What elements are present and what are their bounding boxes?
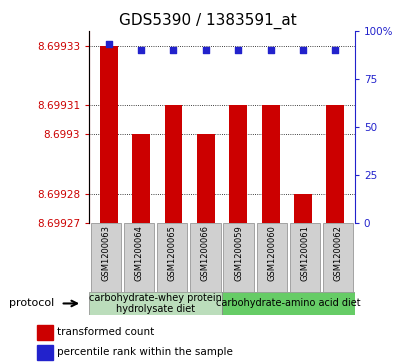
Point [170, 47, 177, 53]
Text: GSM1200065: GSM1200065 [168, 225, 177, 281]
FancyBboxPatch shape [124, 223, 154, 292]
Text: carbohydrate-amino acid diet: carbohydrate-amino acid diet [216, 298, 361, 309]
Text: GDS5390 / 1383591_at: GDS5390 / 1383591_at [119, 13, 296, 29]
FancyBboxPatch shape [222, 292, 355, 315]
Bar [327, 105, 344, 223]
FancyBboxPatch shape [90, 223, 121, 292]
Text: GSM1200066: GSM1200066 [201, 225, 210, 281]
Point [235, 47, 242, 53]
Text: GSM1200063: GSM1200063 [101, 225, 110, 281]
Text: GSM1200064: GSM1200064 [134, 225, 144, 281]
Bar [164, 105, 182, 223]
Bar [262, 105, 280, 223]
Point [105, 41, 112, 47]
FancyBboxPatch shape [190, 223, 221, 292]
Bar [37, 325, 53, 340]
Bar [197, 134, 215, 223]
FancyBboxPatch shape [323, 223, 354, 292]
Point [203, 47, 209, 53]
Text: carbohydrate-whey protein
hydrolysate diet: carbohydrate-whey protein hydrolysate di… [89, 293, 222, 314]
Point [300, 47, 306, 53]
Text: GSM1200060: GSM1200060 [267, 225, 276, 281]
Text: protocol: protocol [9, 298, 54, 309]
FancyBboxPatch shape [290, 223, 320, 292]
Point [332, 47, 339, 53]
Bar [229, 105, 247, 223]
FancyBboxPatch shape [256, 223, 287, 292]
Text: GSM1200059: GSM1200059 [234, 225, 243, 281]
Bar [37, 345, 53, 360]
FancyBboxPatch shape [223, 223, 254, 292]
Text: GSM1200061: GSM1200061 [300, 225, 310, 281]
Bar [132, 134, 150, 223]
Point [267, 47, 274, 53]
Bar [100, 46, 117, 223]
Text: GSM1200062: GSM1200062 [334, 225, 343, 281]
Text: percentile rank within the sample: percentile rank within the sample [57, 347, 233, 357]
FancyBboxPatch shape [157, 223, 188, 292]
Point [138, 47, 144, 53]
Text: transformed count: transformed count [57, 327, 154, 337]
FancyBboxPatch shape [89, 292, 222, 315]
Bar [294, 193, 312, 223]
